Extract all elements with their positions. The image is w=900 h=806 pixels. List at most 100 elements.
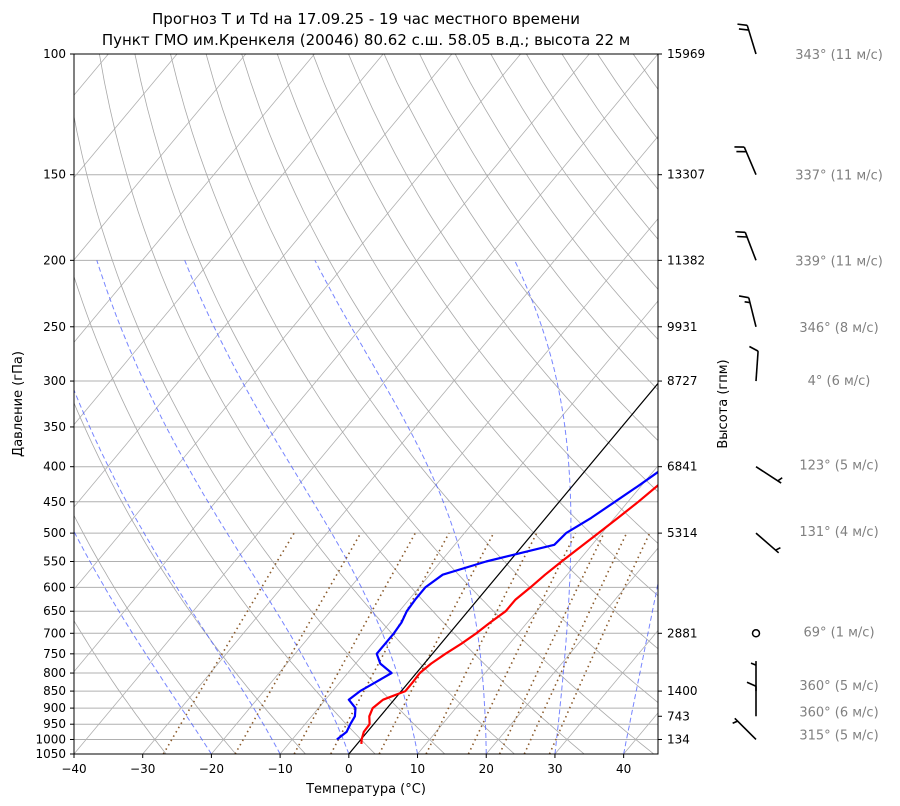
dry-adiabat xyxy=(383,54,658,442)
series-group xyxy=(336,470,658,744)
y-tick-label: 950 xyxy=(43,717,66,731)
barb-full xyxy=(738,295,749,299)
dry-adiabat xyxy=(74,114,446,754)
dry-adiabat xyxy=(632,54,658,90)
isotherm xyxy=(74,54,247,261)
wind-barb xyxy=(732,717,757,741)
wind-label: 4° (6 м/с) xyxy=(808,374,871,389)
mixing-ratio-line xyxy=(523,532,628,754)
barb-full xyxy=(738,28,749,31)
height-tick-label: 6841 xyxy=(667,460,698,474)
y-tick-label: 800 xyxy=(43,666,66,680)
height-tick-label: 8727 xyxy=(667,374,698,388)
x-axis: −40 −30 −20 −10 0 10 20 30 40 xyxy=(61,754,631,776)
mixing-ratio-line xyxy=(378,532,495,754)
barb-full xyxy=(736,150,747,153)
barb-staff xyxy=(734,717,757,741)
wind-barb xyxy=(734,146,757,176)
isotherm xyxy=(74,54,315,343)
y-axis: 100 150 200 250 300 350 400 450 500 550 600 650 700 7… xyxy=(35,47,74,761)
y-tick-label: 850 xyxy=(43,684,66,698)
mixing-ratio-line xyxy=(162,532,295,754)
isotherm xyxy=(142,135,658,754)
dry-adiabat xyxy=(704,54,900,754)
y-tick-label: 350 xyxy=(43,420,66,434)
wind-barb xyxy=(755,532,781,554)
y-tick-label: 100 xyxy=(43,47,66,61)
wind-label: 69° (1 м/с) xyxy=(803,625,874,640)
isotherm xyxy=(74,54,521,590)
barb-staff xyxy=(755,351,759,382)
barb-staff xyxy=(747,297,757,327)
y-tick-label: 650 xyxy=(43,604,66,618)
moist-adiabat xyxy=(184,260,418,754)
height-tick-label: 743 xyxy=(667,709,690,723)
dry-adiabat xyxy=(561,54,658,190)
dry-adiabat xyxy=(170,54,655,754)
wind-label: 343° (11 м/с) xyxy=(795,48,883,63)
height-axis-label: Высота (гпм) xyxy=(716,359,731,448)
y-tick-label: 400 xyxy=(43,460,66,474)
wind-label: 346° (8 м/с) xyxy=(799,321,878,336)
dry-adiabat xyxy=(74,275,376,754)
wind-barb xyxy=(755,466,783,484)
y-tick-label: 150 xyxy=(43,168,66,182)
wind-barb xyxy=(751,629,761,638)
mixing-ratio-line xyxy=(293,532,416,754)
barb-half xyxy=(777,477,783,482)
height-axis: 15969 13307 11382 9931 8727 6841 5314 2881 1400 7… xyxy=(658,47,705,746)
wind-label: 360° (5 м/с) xyxy=(799,679,878,694)
isotherm xyxy=(211,218,658,754)
dry-adiabat xyxy=(99,54,515,754)
isotherm xyxy=(74,54,590,673)
dry-adiabat xyxy=(419,54,658,391)
x-tick-label: 10 xyxy=(410,762,425,776)
dry-adiabat xyxy=(74,514,237,754)
moist-adiabat xyxy=(96,260,350,754)
wind-label: 339° (11 м/с) xyxy=(795,254,883,269)
barb-full xyxy=(737,235,748,238)
wind-label: 360° (6 м/с) xyxy=(799,705,878,720)
x-tick-label: −40 xyxy=(61,762,86,776)
dry-adiabat xyxy=(811,54,900,754)
y-tick-label: 600 xyxy=(43,580,66,594)
chart-title: Прогноз T и Td на 17.09.25 - 19 час мест… xyxy=(152,10,580,28)
barb-half xyxy=(775,547,781,551)
height-tick-label: 5314 xyxy=(667,526,698,540)
dry-adiabat xyxy=(276,54,658,597)
x-tick-label: −30 xyxy=(130,762,155,776)
y-tick-label: 750 xyxy=(43,647,66,661)
wind-label: 123° (5 м/с) xyxy=(799,459,878,474)
dry-adiabat xyxy=(490,54,658,290)
y-tick-label: 300 xyxy=(43,374,66,388)
wind-label: 131° (4 м/с) xyxy=(799,525,878,540)
x-axis-label: Температура (°C) xyxy=(305,782,426,797)
height-tick-label: 13307 xyxy=(667,168,705,182)
barb-staff xyxy=(755,466,782,484)
barb-full xyxy=(735,231,746,234)
dry-adiabat xyxy=(134,54,585,754)
dry-adiabat xyxy=(241,54,658,650)
dry-adiabat xyxy=(740,54,900,754)
barb-staff xyxy=(755,532,780,554)
isotherm xyxy=(74,54,453,508)
y-tick-label: 200 xyxy=(43,253,66,267)
wind-barbs: 343° (11 м/с) 337° (11 м/с) 339° (11 м/с) 3… xyxy=(732,23,883,744)
dry-adiabat xyxy=(205,54,658,704)
barb-full xyxy=(749,345,759,352)
isotherm xyxy=(485,547,658,754)
zero-isotherm xyxy=(348,382,658,754)
isotherm xyxy=(74,54,384,426)
mixing-ratio-line xyxy=(498,532,605,754)
isotherm xyxy=(74,54,178,179)
mixing-ratio-line xyxy=(234,532,362,754)
isotherm xyxy=(623,712,658,754)
wind-barb xyxy=(735,231,757,261)
temperature-line xyxy=(360,483,658,744)
wind-label: 315° (5 м/с) xyxy=(799,729,878,744)
mixing-ratio-line xyxy=(330,532,450,754)
y-tick-label: 1000 xyxy=(35,732,66,746)
isotherm xyxy=(348,382,658,754)
y-tick-label: 450 xyxy=(43,495,66,509)
